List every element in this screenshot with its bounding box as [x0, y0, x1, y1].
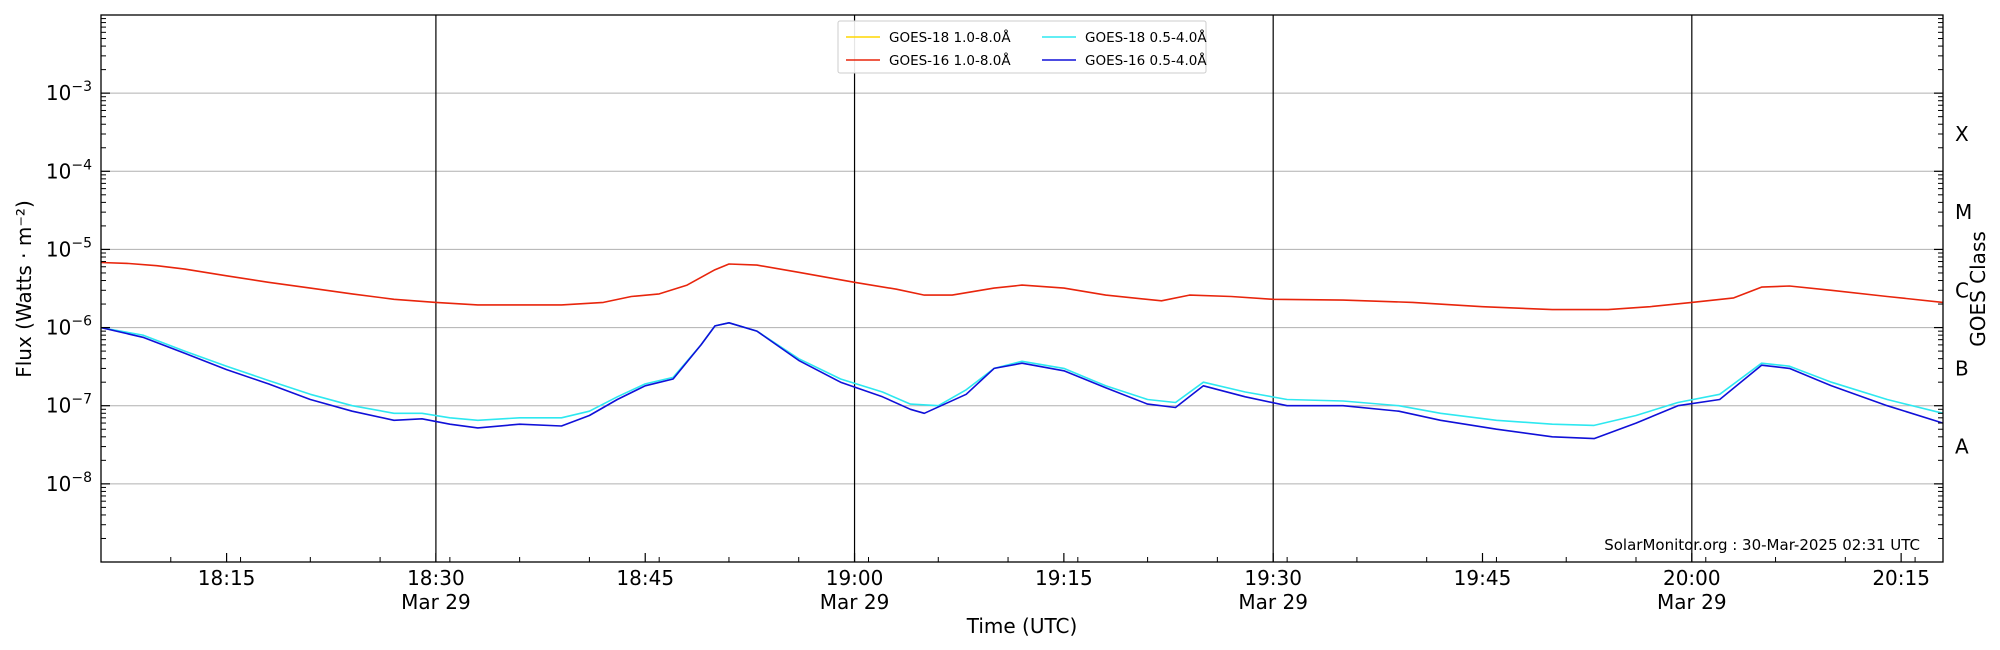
goes-class-label-m: M [1955, 200, 1972, 224]
y-tick-label: 10−7 [46, 392, 92, 418]
x-tick-label: 19:00 [826, 566, 884, 590]
goes-class-label-x: X [1955, 122, 1969, 146]
watermark: SolarMonitor.org : 30-Mar-2025 02:31 UTC [1604, 536, 1920, 554]
y-axis-right-title: GOES Class [1966, 231, 1990, 347]
series-line-1 [100, 261, 1944, 311]
x-tick-label: 19:45 [1454, 566, 1512, 590]
x-tick-sublabel: Mar 29 [401, 590, 471, 614]
x-tick-label: 19:30 [1244, 566, 1302, 590]
x-tick-sublabel: Mar 29 [1238, 590, 1308, 614]
x-tick-sublabel: Mar 29 [1657, 590, 1727, 614]
x-tick-label: 19:15 [1035, 566, 1093, 590]
x-tick-label: 20:00 [1663, 566, 1721, 590]
goes-class-label-b: B [1955, 356, 1969, 380]
goes-class-label-c: C [1955, 278, 1969, 302]
x-tick-label: 18:45 [616, 566, 674, 590]
x-tick-label: 18:15 [198, 566, 256, 590]
series-layer [100, 261, 1944, 440]
x-tick-label: 20:15 [1872, 566, 1930, 590]
plot-frame [100, 14, 1944, 563]
y-tick-label: 10−6 [46, 314, 92, 340]
legend-label-3: GOES-16 0.5-4.0Å [1085, 52, 1207, 69]
series-line-2 [100, 322, 1944, 427]
x-tick-sublabel: Mar 29 [820, 590, 890, 614]
y-axis-title: Flux (Watts · m⁻²) [12, 200, 36, 378]
x-axis-title: Time (UTC) [966, 614, 1078, 638]
grid-layer [101, 92, 1943, 485]
legend-box [837, 20, 1207, 74]
y-tick-label: 10−4 [46, 157, 92, 183]
goes-class-labels: A B C M X [1955, 122, 1972, 459]
y-tick-label: 10−5 [46, 235, 92, 261]
legend-label-1: GOES-16 1.0-8.0Å [889, 52, 1011, 69]
x-tick-label: 18:30 [407, 566, 465, 590]
y-tick-label: 10−8 [46, 470, 92, 496]
time-marker-lines [435, 15, 1693, 562]
legend-label-0: GOES-18 1.0-8.0Å [889, 29, 1011, 46]
legend-label-2: GOES-18 0.5-4.0Å [1085, 29, 1207, 46]
legend: GOES-18 1.0-8.0Å GOES-16 1.0-8.0Å GOES-18 … [837, 20, 1207, 74]
series-line-3 [100, 322, 1944, 440]
y-tick-label: 10−3 [46, 79, 92, 105]
goes-class-label-a: A [1955, 435, 1969, 459]
